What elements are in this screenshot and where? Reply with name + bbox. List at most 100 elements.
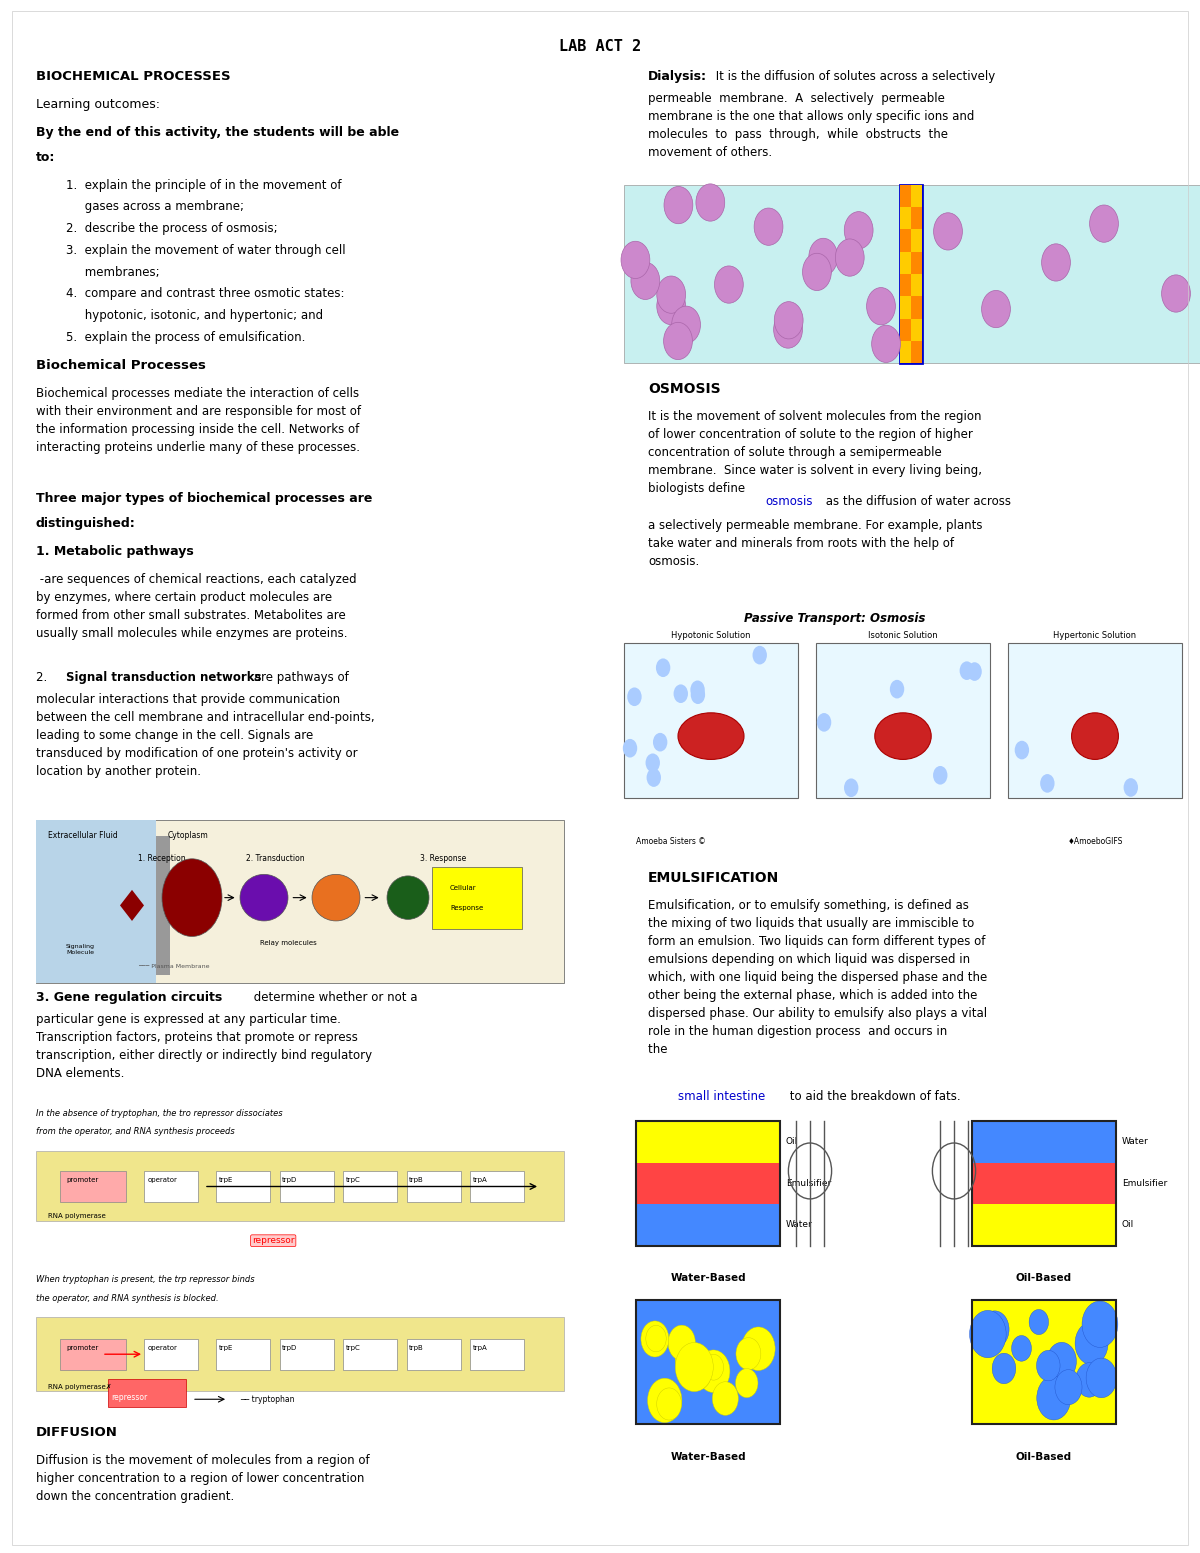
Circle shape [960, 662, 974, 680]
Ellipse shape [678, 713, 744, 759]
Bar [636, 1121, 780, 1163]
Circle shape [664, 323, 692, 360]
Text: trpC: trpC [346, 1177, 360, 1183]
Circle shape [676, 1343, 700, 1373]
Bar [156, 836, 170, 975]
Text: 1. Metabolic pathways: 1. Metabolic pathways [36, 545, 193, 558]
Text: Signaling
Molecule: Signaling Molecule [66, 944, 95, 955]
Text: small intestine: small intestine [678, 1090, 766, 1103]
Circle shape [736, 1337, 761, 1370]
Circle shape [934, 213, 962, 250]
Bar [343, 1171, 397, 1202]
Bar [911, 207, 922, 230]
Bar [216, 1171, 270, 1202]
Text: osmosis: osmosis [766, 495, 814, 508]
Text: operator: operator [148, 1177, 178, 1183]
Text: Water-Based: Water-Based [670, 1273, 746, 1283]
Text: Dialysis:: Dialysis: [648, 70, 707, 82]
Ellipse shape [240, 874, 288, 921]
Text: trpA: trpA [473, 1345, 487, 1351]
Text: Cellular: Cellular [450, 885, 476, 891]
Bar [911, 185, 922, 207]
Bar [144, 1339, 198, 1370]
Ellipse shape [875, 713, 931, 759]
Text: Oil: Oil [786, 1137, 798, 1146]
Bar [900, 318, 911, 342]
Bar [911, 273, 922, 297]
Text: to:: to: [36, 151, 55, 163]
Circle shape [641, 1322, 668, 1357]
Circle shape [673, 685, 688, 704]
Circle shape [1037, 1351, 1060, 1381]
Text: Relay molecules: Relay molecules [259, 940, 317, 946]
Circle shape [967, 662, 982, 680]
Bar [407, 1339, 461, 1370]
Circle shape [656, 658, 671, 677]
Circle shape [647, 769, 661, 787]
Text: Isotonic Solution: Isotonic Solution [868, 631, 938, 640]
Text: 1. Reception: 1. Reception [138, 854, 186, 863]
Bar [900, 297, 911, 318]
Ellipse shape [312, 874, 360, 921]
Text: Signal transduction networks: Signal transduction networks [66, 671, 262, 683]
Circle shape [697, 1350, 730, 1393]
Circle shape [656, 287, 685, 325]
Circle shape [982, 290, 1010, 328]
Circle shape [1075, 1322, 1108, 1365]
Text: Water-Based: Water-Based [670, 1452, 746, 1461]
Text: Hypertonic Solution: Hypertonic Solution [1054, 631, 1136, 640]
Circle shape [1162, 275, 1190, 312]
Bar [900, 230, 911, 252]
Bar [636, 1204, 780, 1246]
Text: Passive Transport: Osmosis: Passive Transport: Osmosis [744, 612, 925, 624]
Bar [972, 1163, 1116, 1204]
Circle shape [890, 680, 905, 699]
Circle shape [866, 287, 895, 325]
Text: determine whether or not a: determine whether or not a [250, 991, 418, 1003]
Circle shape [646, 753, 660, 772]
Text: It is the diffusion of solutes across a selectively: It is the diffusion of solutes across a … [712, 70, 995, 82]
Text: are pathways of: are pathways of [250, 671, 348, 683]
Text: Oil: Oil [1122, 1221, 1134, 1230]
Circle shape [980, 1311, 1009, 1348]
Text: Emulsifier: Emulsifier [786, 1179, 832, 1188]
Bar [911, 297, 922, 318]
Text: trpA: trpA [473, 1177, 487, 1183]
Bar [911, 342, 922, 363]
Text: EMULSIFICATION: EMULSIFICATION [648, 871, 779, 885]
Circle shape [817, 713, 832, 731]
Circle shape [1076, 1362, 1103, 1398]
Text: trpE: trpE [218, 1345, 233, 1351]
Text: Oil-Based: Oil-Based [1016, 1452, 1072, 1461]
Ellipse shape [1072, 713, 1118, 759]
Text: distinguished:: distinguished: [36, 517, 136, 530]
Circle shape [713, 1382, 738, 1415]
Text: DIFFUSION: DIFFUSION [36, 1426, 118, 1438]
Circle shape [1042, 244, 1070, 281]
Text: Water: Water [786, 1221, 812, 1230]
Circle shape [689, 1360, 710, 1388]
Circle shape [1090, 205, 1118, 242]
Circle shape [803, 253, 832, 290]
Ellipse shape [386, 876, 430, 919]
Bar [343, 1339, 397, 1370]
Circle shape [752, 646, 767, 665]
Text: OSMOSIS: OSMOSIS [648, 382, 721, 396]
FancyBboxPatch shape [36, 1151, 564, 1221]
Text: trpD: trpD [282, 1345, 298, 1351]
Bar [432, 867, 522, 929]
Bar [624, 643, 798, 798]
Text: gases across a membrane;: gases across a membrane; [66, 200, 244, 213]
Circle shape [664, 186, 692, 224]
Circle shape [162, 859, 222, 936]
Circle shape [668, 1325, 695, 1360]
Bar [911, 230, 922, 252]
Circle shape [648, 1378, 682, 1423]
Circle shape [1058, 1373, 1081, 1402]
Text: membranes;: membranes; [66, 266, 160, 278]
Bar [900, 207, 911, 230]
Bar [972, 1204, 1116, 1246]
Circle shape [774, 311, 803, 348]
Text: Biochemical Processes: Biochemical Processes [36, 359, 206, 371]
Text: 2.: 2. [36, 671, 55, 683]
